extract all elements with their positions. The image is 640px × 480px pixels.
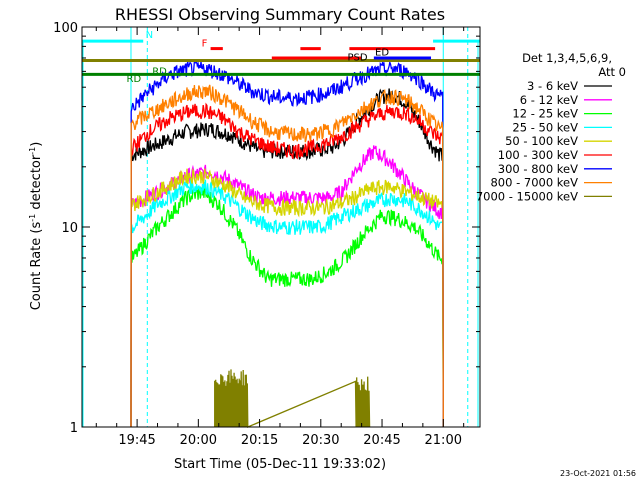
y-axis-label-part: detector xyxy=(29,154,44,214)
y-tick-label: 10 xyxy=(61,221,78,236)
x-tick-label: 20:30 xyxy=(302,433,339,448)
y-axis-label: Count Rate (s-1 detector-1) xyxy=(28,142,44,311)
legend-entry-label: 3 - 6 keV xyxy=(527,79,578,93)
legend-entry-label: 100 - 300 keV xyxy=(498,148,578,162)
axis-layer: 19:45 20:00 20:15 20:30 20:45 21:00 1 10 100 xyxy=(53,21,480,448)
flag-label: N xyxy=(146,30,153,41)
legend-entry-label: 300 - 800 keV xyxy=(498,162,578,176)
footer-timestamp: 23-Oct-2021 01:56 xyxy=(560,469,636,478)
x-axis-label: Start Time (05-Dec-11 19:33:02) xyxy=(174,457,386,472)
y-axis-label-part: Count Rate (s xyxy=(29,222,44,311)
legend-entry-label: 6 - 12 keV xyxy=(520,93,578,107)
flag-label: F xyxy=(202,38,208,49)
series-line xyxy=(130,84,444,428)
legend-entry-label: 800 - 7000 keV xyxy=(490,176,578,190)
x-tick-label: 21:00 xyxy=(425,433,462,448)
legend-entry-label: 50 - 100 keV xyxy=(505,134,578,148)
x-tick-label: 20:15 xyxy=(241,433,278,448)
x-tick-label: 20:45 xyxy=(363,433,400,448)
y-axis-label-sup: -1 xyxy=(28,147,37,155)
legend-entry-label: 7000 - 15000 keV xyxy=(476,189,578,203)
legend-header-line-1: Det 1,3,4,5,6,9, xyxy=(522,51,612,65)
flag-label: ED xyxy=(375,48,389,59)
flag-label: PSD xyxy=(347,52,367,63)
plot-layer xyxy=(82,27,479,428)
legend-entry-label: 12 - 25 keV xyxy=(512,107,578,121)
legend-header-line-2: Att 0 xyxy=(598,65,626,79)
flag-layer: N F RD RD ED PSD xyxy=(82,30,480,85)
series-line xyxy=(130,178,444,428)
y-tick-label: 100 xyxy=(53,21,78,36)
series-line xyxy=(130,167,444,428)
series-line xyxy=(214,369,371,428)
chart-title: RHESSI Observing Summary Count Rates xyxy=(115,5,445,24)
series-line xyxy=(130,59,444,428)
flag-label: RD xyxy=(152,66,167,77)
series-line xyxy=(130,102,444,428)
flag-label: RD xyxy=(127,74,142,85)
x-tick-label: 19:45 xyxy=(118,433,155,448)
legend-entry-label: 25 - 50 keV xyxy=(512,120,578,134)
y-axis-label-part: ) xyxy=(29,142,44,147)
y-tick-label: 1 xyxy=(70,421,78,436)
y-axis-label-sup: -1 xyxy=(28,214,37,222)
x-tick-label: 20:00 xyxy=(180,433,217,448)
